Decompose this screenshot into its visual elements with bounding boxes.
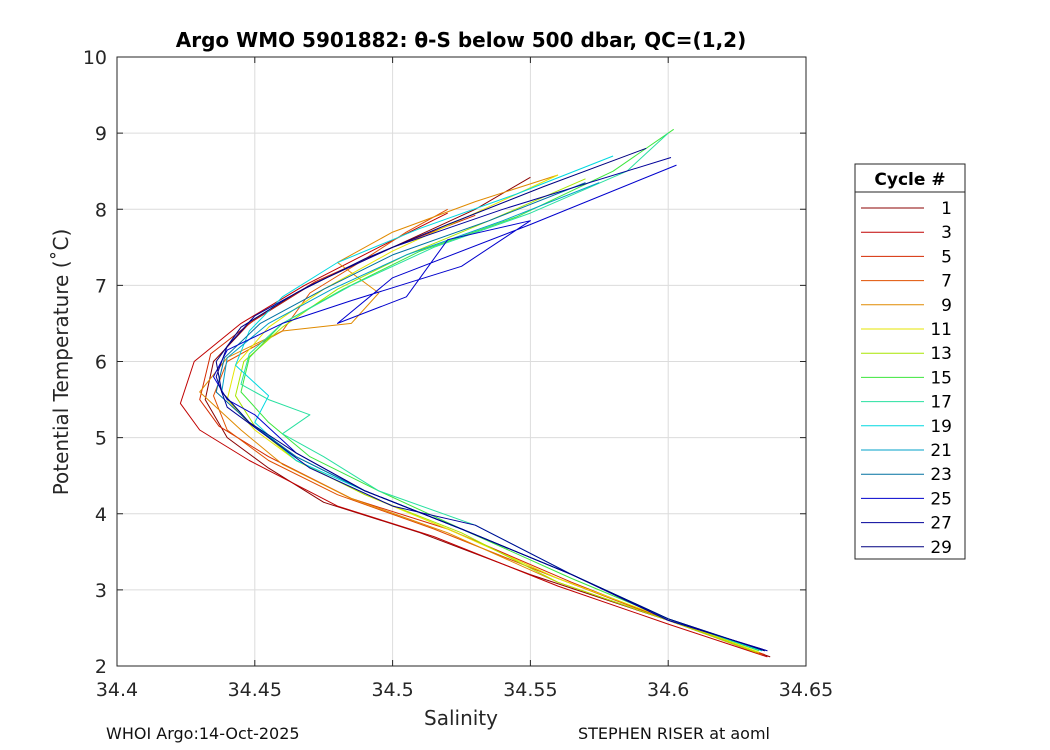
legend-label: 27 xyxy=(930,514,952,534)
y-tick-label: 7 xyxy=(95,275,107,297)
series-line-cycle-9 xyxy=(199,174,760,654)
series-line-cycle-17 xyxy=(240,132,763,652)
legend-title: Cycle # xyxy=(874,170,945,190)
footer-left-credit: WHOI Argo:14-Oct-2025 xyxy=(106,724,300,743)
series-line-cycle-27 xyxy=(215,157,768,652)
series-line-cycle-15 xyxy=(240,128,760,652)
grid-lines xyxy=(116,56,807,667)
series-line-cycle-23 xyxy=(215,182,765,652)
y-tick-label: 9 xyxy=(95,123,107,145)
y-tick-label: 5 xyxy=(95,428,107,450)
y-tick-label: 6 xyxy=(95,352,107,374)
series-line-cycle-19 xyxy=(235,155,763,652)
x-tick-label: 34.4 xyxy=(96,679,138,701)
legend-label: 19 xyxy=(930,417,952,437)
chart-title: Argo WMO 5901882: θ-S below 500 dbar, QC… xyxy=(176,28,746,52)
y-tick-label: 4 xyxy=(95,504,107,526)
legend-label: 7 xyxy=(941,272,952,292)
legend-box xyxy=(854,163,966,560)
x-tick-label: 34.45 xyxy=(228,679,282,701)
y-tick-label: 10 xyxy=(83,47,107,69)
series-line-cycle-7 xyxy=(213,208,763,656)
x-axis-label: Salinity xyxy=(424,706,498,730)
y-axis-label: Potential Temperature (˚C) xyxy=(49,229,73,496)
legend-label: 5 xyxy=(941,247,952,267)
series-layer xyxy=(179,128,771,658)
series-line-cycle-29 xyxy=(215,147,765,652)
series-line-cycle-21 xyxy=(221,182,765,652)
legend-label: 25 xyxy=(930,489,952,509)
x-tick-label: 34.6 xyxy=(647,679,689,701)
legend-label: 1 xyxy=(941,199,952,219)
series-line-cycle-3 xyxy=(179,212,768,658)
legend-label: 9 xyxy=(941,296,952,316)
legend-label: 3 xyxy=(941,223,952,243)
legend-label: 17 xyxy=(930,393,952,413)
y-tick-label: 3 xyxy=(95,580,107,602)
legend-label: 21 xyxy=(930,441,952,461)
axis-ticks: 34.4 34.45 34.5 34.55 34.6 34.65 2 3 4 5 6 7 8 9 10 xyxy=(83,47,833,701)
legend-label: 23 xyxy=(930,465,952,485)
series-line-cycle-25 xyxy=(213,164,768,652)
y-tick-label: 8 xyxy=(95,199,107,221)
x-tick-label: 34.5 xyxy=(371,679,413,701)
x-tick-label: 34.65 xyxy=(779,679,833,701)
legend-label: 29 xyxy=(930,538,952,558)
series-line-cycle-5 xyxy=(199,214,765,656)
footer-right-credit: STEPHEN RISER at aoml xyxy=(578,724,770,743)
legend-label: 15 xyxy=(930,368,952,388)
series-line-cycle-13 xyxy=(235,178,757,653)
x-tick-label: 34.55 xyxy=(503,679,557,701)
legend-label: 11 xyxy=(930,320,952,340)
legend-label: 13 xyxy=(930,344,952,364)
y-tick-label: 2 xyxy=(95,656,107,678)
